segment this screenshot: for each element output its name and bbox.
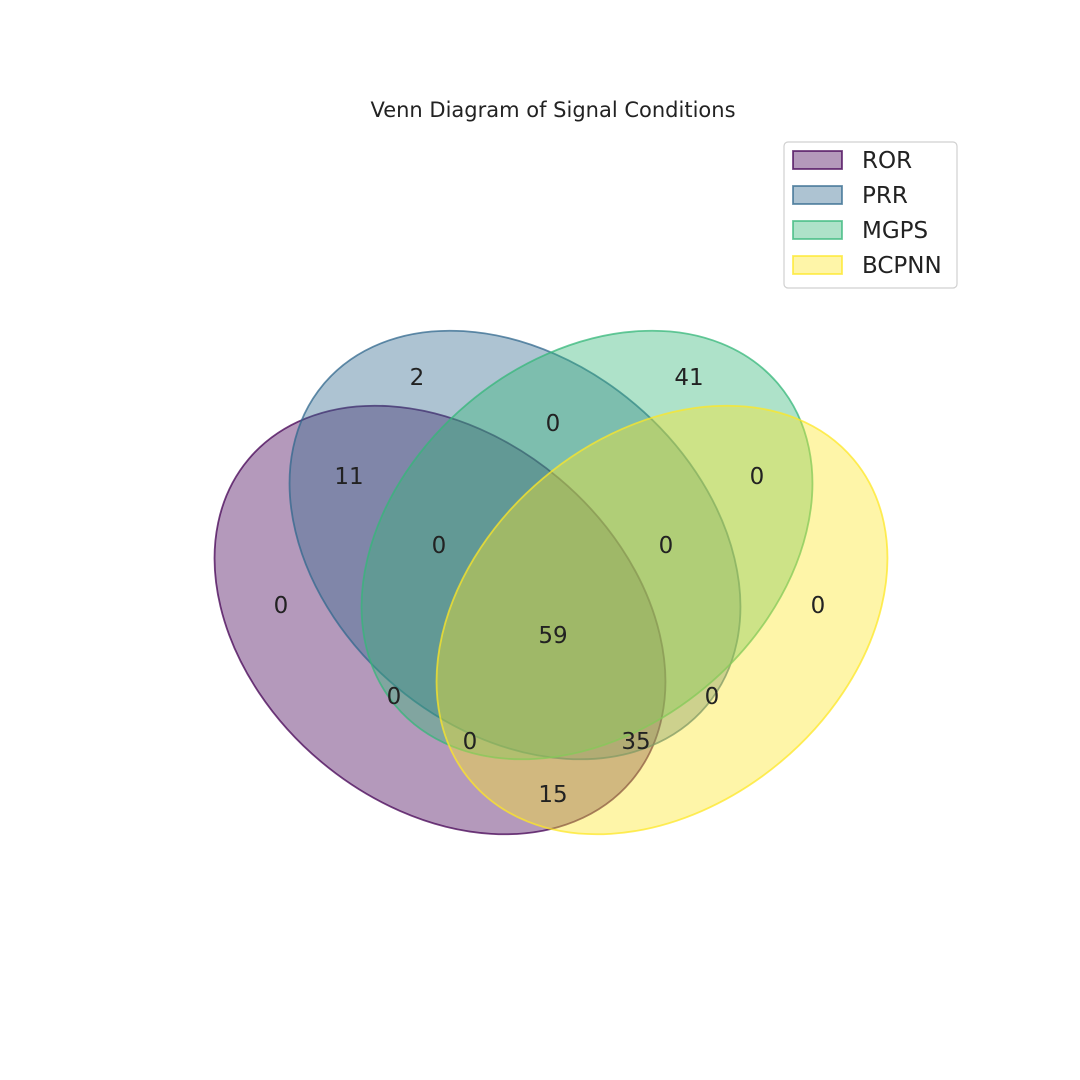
venn-region-labels: 2 41 0 11 0 0 0 0 0 59 0 0 0 35 15: [274, 365, 826, 808]
legend-label-prr: PRR: [862, 183, 908, 209]
region-label-ror-prr-mgps: 0: [432, 533, 447, 559]
legend: ROR PRR MGPS BCPNN: [783, 141, 958, 289]
region-label-mgps: 41: [674, 365, 703, 391]
legend-label-ror: ROR: [862, 148, 912, 174]
region-label-prr-mgps: 0: [546, 411, 561, 437]
region-label-ror-prr-mgps-bcpnn: 59: [538, 623, 567, 649]
legend-label-mgps: MGPS: [862, 218, 928, 244]
region-label-ror-mgps: 0: [387, 684, 402, 710]
region-label-prr-mgps-bcpnn: 0: [659, 533, 674, 559]
chart-title: Venn Diagram of Signal Conditions: [370, 98, 735, 122]
region-label-ror-prr-bcpnn: 35: [621, 729, 650, 755]
legend-swatch-prr: [792, 185, 843, 205]
region-label-ror: 0: [274, 593, 289, 619]
region-label-ror-mgps-bcpnn: 0: [463, 729, 478, 755]
legend-swatch-ror: [792, 150, 843, 170]
region-label-bcpnn: 0: [811, 593, 826, 619]
region-label-prr: 2: [410, 365, 425, 391]
region-label-ror-bcpnn: 15: [538, 782, 567, 808]
venn-sets: [213, 329, 889, 836]
legend-swatch-mgps: [792, 220, 843, 240]
venn-set-ror: [213, 404, 667, 836]
venn-set-bcpnn: [435, 404, 889, 836]
venn-set-mgps: [360, 329, 814, 761]
region-label-mgps-bcpnn: 0: [750, 464, 765, 490]
legend-frame: [783, 141, 958, 289]
region-label-ror-prr: 11: [334, 464, 363, 490]
venn-set-prr: [288, 329, 742, 761]
region-label-prr-bcpnn: 0: [705, 684, 720, 710]
legend-swatch-bcpnn: [792, 255, 843, 275]
legend-label-bcpnn: BCPNN: [862, 253, 942, 279]
